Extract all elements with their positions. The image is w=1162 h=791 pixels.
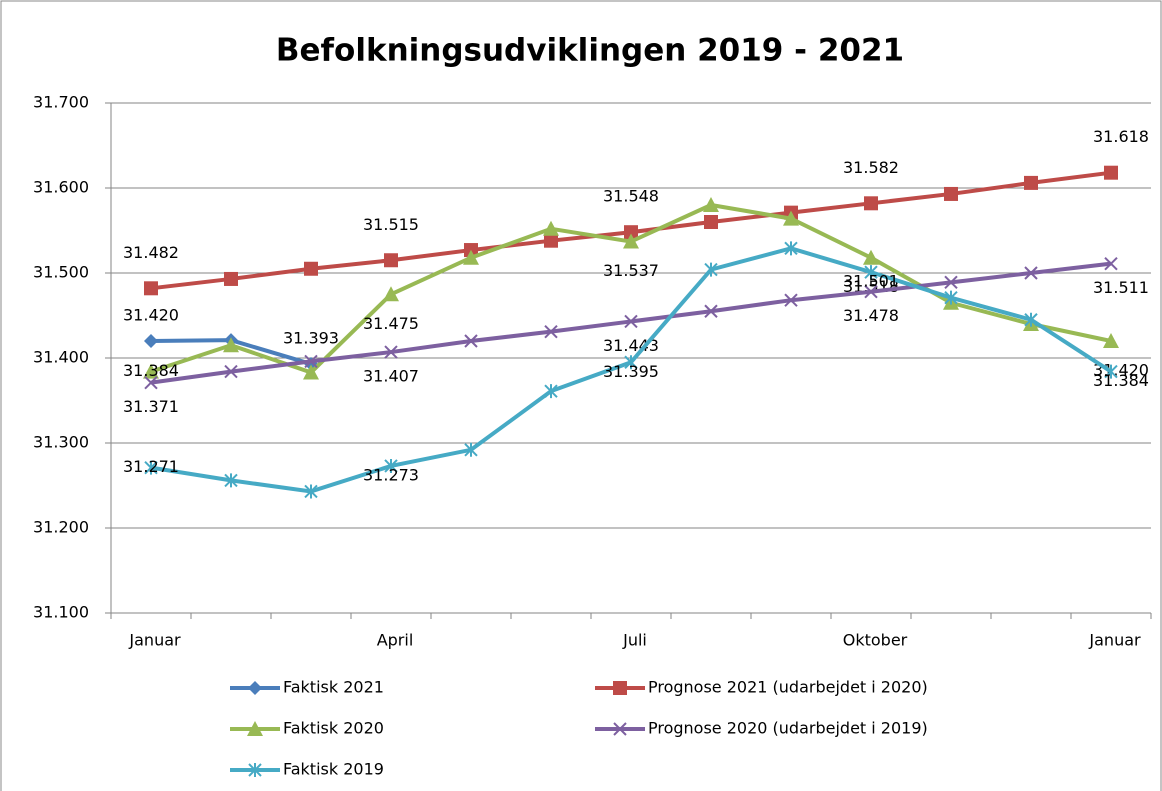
marker [704,215,718,229]
marker [704,262,718,277]
marker [624,355,638,370]
marker [1104,165,1118,180]
data-label: 31.537 [603,261,659,280]
data-label: 31.271 [123,457,179,476]
marker [544,324,558,339]
data-label: 31.420 [123,306,179,325]
chart-title: Befolkningsudviklingen 2019 - 2021 [276,33,904,69]
marker [1024,312,1038,327]
legend-item: Faktisk 2021 [230,678,384,697]
marker [863,249,879,265]
marker [783,210,799,226]
marker [703,197,719,212]
data-label: 31.371 [123,397,179,416]
marker [247,721,263,736]
marker [248,763,262,777]
data-label: 31.548 [603,187,659,206]
marker [224,473,238,488]
marker [944,275,958,290]
marker [463,249,479,265]
marker [784,293,798,307]
y-tick-label: 31.500 [33,263,89,282]
marker [704,304,718,318]
data-label: 31.515 [363,215,419,234]
marker [613,722,627,736]
marker [384,458,398,473]
marker [544,384,558,399]
data-label: 31.384 [123,361,179,380]
data-label: 31.511 [1093,278,1149,297]
y-tick-label: 31.700 [33,93,89,112]
marker [144,281,158,296]
marker [1104,256,1118,271]
marker [464,442,478,457]
data-label: 31.478 [843,306,899,325]
marker [864,265,878,280]
marker [623,233,639,249]
x-tick-label: Januar [128,631,181,650]
legend-item: Faktisk 2019 [230,760,384,779]
x-tick-label: Oktober [843,631,908,650]
marker [304,261,318,276]
marker [1103,333,1119,348]
data-label: 31.393 [283,328,339,347]
marker [304,354,318,369]
marker [1024,266,1038,280]
marker [1104,364,1118,379]
marker [864,196,878,211]
y-tick-label: 31.200 [33,518,89,537]
marker [304,484,318,499]
legend-label: Prognose 2021 (udarbejdet i 2020) [648,678,928,697]
data-label: 31.407 [363,367,419,386]
marker [303,364,319,380]
marker [464,334,478,348]
marker [224,271,238,286]
legend-label: Faktisk 2019 [283,760,384,779]
marker [864,284,878,299]
legend-item: Faktisk 2020 [230,719,384,738]
marker [144,375,158,390]
data-label: 31.618 [1093,127,1149,146]
x-tick-label: Juli [622,631,647,650]
marker [223,337,239,353]
marker [784,241,798,256]
legend-label: Prognose 2020 (udarbejdet i 2019) [648,719,928,738]
marker [944,290,958,305]
y-tick-label: 31.400 [33,348,89,367]
marker [384,253,398,268]
marker [224,364,238,379]
marker [544,233,558,248]
data-label: 31.475 [363,314,419,333]
legend-label: Faktisk 2020 [283,719,384,738]
y-tick-label: 31.100 [33,603,89,622]
marker [624,314,638,329]
marker [1024,175,1038,190]
marker [143,363,159,379]
marker [383,286,399,302]
data-label: 31.501 [843,272,899,291]
marker [613,681,627,695]
data-label: 31.395 [603,362,659,381]
legend-item: Prognose 2020 (udarbejdet i 2019) [595,719,928,738]
marker [624,225,638,240]
marker [144,334,158,348]
marker [384,345,398,359]
legend-item: Prognose 2021 (udarbejdet i 2020) [595,678,928,697]
x-tick-label: April [377,631,414,650]
legend-label: Faktisk 2021 [283,678,384,697]
data-label: 31.384 [1093,371,1149,390]
marker [144,460,158,475]
marker [944,186,958,201]
y-tick-label: 31.300 [33,433,89,452]
data-label: 31.482 [123,243,179,262]
data-label: 31.582 [843,158,899,177]
data-label: 31.273 [363,465,419,484]
marker [543,220,559,236]
y-tick-label: 31.600 [33,178,89,197]
data-label: 31.443 [603,336,659,355]
marker [248,681,262,695]
x-tick-label: Januar [1088,631,1141,650]
